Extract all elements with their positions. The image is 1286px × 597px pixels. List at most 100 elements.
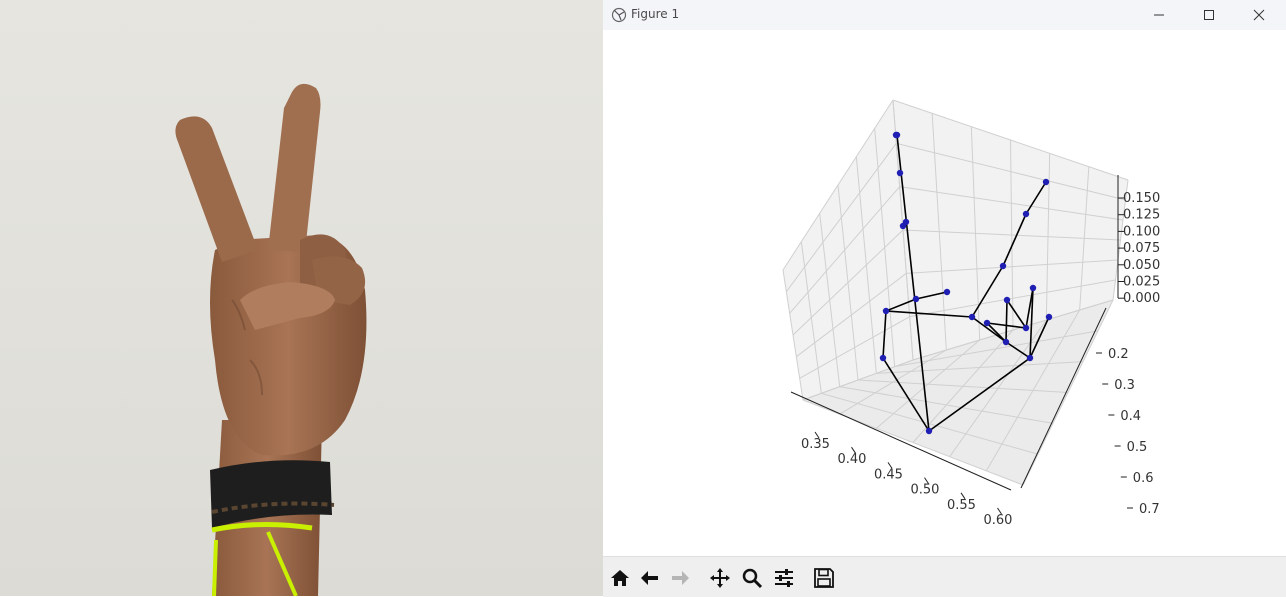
floor-grid-line [1022, 299, 1114, 486]
landmark-point [999, 262, 1007, 270]
pan-button[interactable] [707, 565, 733, 591]
y-tick-label: 0.4 [1120, 409, 1141, 424]
hand-photo-illustration [175, 83, 367, 596]
skeleton-segment [885, 310, 973, 318]
configure-subplots-button[interactable] [771, 565, 797, 591]
y-tick-label: 0.6 [1133, 471, 1154, 486]
arrow-right-icon [672, 571, 689, 585]
x-axis-ticks: 0.35 0.40 0.45 0.50 0.55 0.60 [801, 431, 1013, 528]
window-title: Figure 1 [631, 7, 680, 21]
home-icon [611, 570, 629, 586]
x-tick-mark [814, 431, 820, 439]
landmark-point [882, 307, 890, 315]
landmark-point [1003, 296, 1011, 304]
x-tick-mark [960, 492, 966, 500]
grid-lines [782, 99, 1129, 486]
landmark-point [968, 313, 976, 321]
floor-grid-line [894, 330, 1099, 368]
y-tick-label: 0.2 [1108, 347, 1129, 362]
x-tick-mark [851, 446, 856, 454]
y-tick-label: 0.3 [1114, 378, 1135, 393]
floppy-disk-icon [814, 568, 834, 588]
y-axis-ticks: 0.2 0.3 0.4 0.5 0.6 0.7 [1096, 347, 1160, 517]
x-tick-mark [887, 462, 893, 469]
z-tick-label: 0.125 [1123, 208, 1160, 223]
landmark-point [1029, 284, 1037, 292]
x-tick-label: 0.45 [874, 467, 903, 482]
skeleton-segment [882, 310, 887, 359]
x-tick-mark [924, 477, 929, 484]
landmark-points [879, 131, 1053, 435]
skeleton-segment [885, 298, 917, 312]
matplotlib-logo-icon [611, 7, 627, 23]
skeleton-segment [1029, 316, 1050, 359]
z-tick-label: 0.050 [1123, 258, 1160, 273]
z-tick-label: 0.075 [1123, 241, 1160, 256]
y-tick-label: 0.5 [1127, 440, 1148, 455]
landmark-point [1042, 178, 1050, 186]
skeleton-segment [882, 357, 930, 432]
move-icon [710, 568, 730, 588]
landmark-point [896, 169, 904, 177]
z-tick-label: 0.100 [1123, 224, 1160, 239]
plot-canvas[interactable]: 0.35 0.40 0.45 0.50 0.55 0.60 0.2 0.3 0.4 0.5 0.6… [603, 30, 1286, 556]
back-right-grid-line [892, 99, 1129, 181]
sliders-icon [775, 569, 793, 587]
back-right-grid-line [1112, 179, 1129, 301]
y-tick-label: 0.7 [1139, 502, 1160, 517]
landmark-point [1045, 313, 1053, 321]
x-tick-mark [997, 507, 1002, 515]
minimize-button[interactable] [1136, 0, 1182, 30]
close-button[interactable] [1236, 0, 1282, 30]
skeleton-segment [986, 322, 1007, 343]
skeleton-segment [1002, 213, 1027, 267]
save-button[interactable] [811, 565, 837, 591]
landmark-point [902, 218, 910, 226]
skeleton-segment [928, 357, 1031, 432]
skeleton-segment [1025, 181, 1047, 215]
hand-skeleton-lines [882, 134, 1050, 432]
landmark-point [1022, 324, 1030, 332]
landmark-point [1022, 210, 1030, 218]
navigation-toolbar [603, 556, 1286, 597]
hand-photo [0, 0, 603, 596]
maximize-button[interactable] [1186, 0, 1232, 30]
landmark-point [925, 427, 933, 435]
axis-lines [790, 175, 1119, 491]
zoom-button[interactable] [739, 565, 765, 591]
skeleton-segment [971, 316, 1007, 343]
landmark-point [1026, 354, 1034, 362]
x-axis-line [790, 391, 1012, 491]
skeleton-segment [915, 291, 948, 300]
skeleton-segment [1005, 341, 1031, 359]
minimize-icon [1154, 14, 1164, 16]
x-tick-label: 0.35 [801, 437, 830, 452]
magnifier-icon [742, 568, 763, 589]
y-axis-line [1020, 307, 1107, 489]
skeleton-segment [1005, 299, 1008, 343]
z-tick-label: 0.025 [1123, 275, 1160, 290]
forward-button[interactable] [667, 565, 693, 591]
landmark-point [912, 295, 920, 303]
landmark-point [943, 288, 951, 296]
z-tick-label: 0.150 [1123, 191, 1160, 206]
landmark-point [983, 319, 991, 327]
3d-axes[interactable]: 0.35 0.40 0.45 0.50 0.55 0.60 0.2 0.3 0.4 0.5 0.6… [603, 30, 1286, 556]
skeleton-segment [1025, 287, 1034, 329]
back-pane-right [893, 100, 1128, 360]
x-tick-label: 0.55 [947, 498, 976, 513]
back-right-grid-line [896, 142, 1126, 201]
landmark-point [1002, 338, 1010, 346]
skeleton-segment [1006, 299, 1027, 329]
x-tick-label: 0.60 [984, 513, 1013, 528]
back-left-grid-line [785, 143, 897, 292]
z-tick-label: 0.000 [1123, 291, 1160, 306]
x-tick-label: 0.40 [838, 452, 867, 467]
back-button[interactable] [637, 565, 663, 591]
skeleton-segment [1029, 287, 1034, 359]
x-tick-label: 0.50 [911, 483, 940, 498]
home-button[interactable] [607, 565, 633, 591]
maximize-icon [1204, 10, 1214, 20]
title-bar: Figure 1 [603, 0, 1286, 30]
